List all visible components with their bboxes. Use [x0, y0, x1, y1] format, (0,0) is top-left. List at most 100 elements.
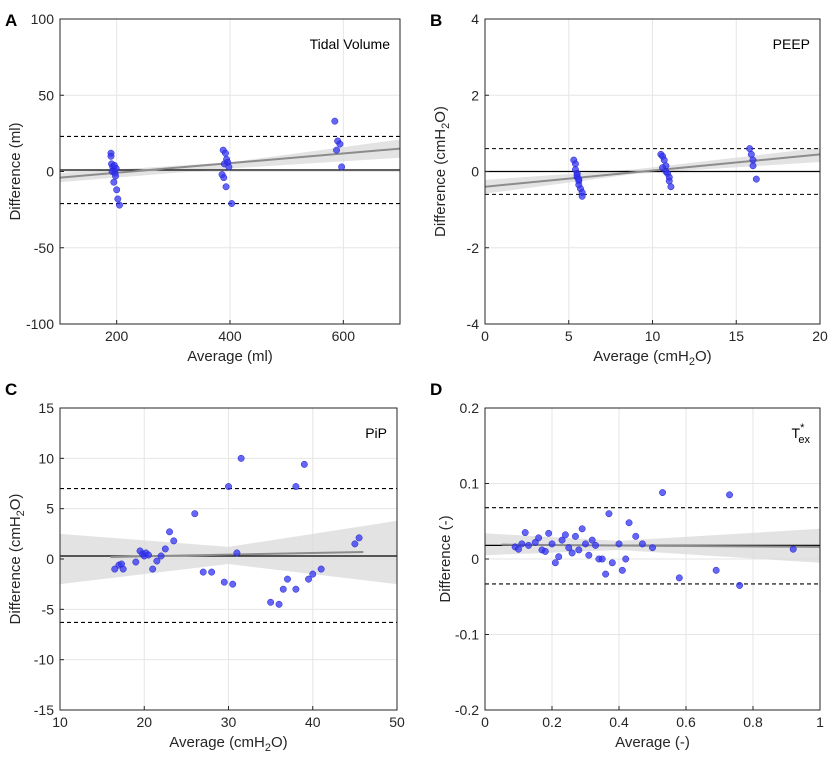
data-point	[225, 483, 232, 490]
data-point	[649, 544, 656, 552]
y-tick-label: 5	[46, 501, 54, 517]
confidence-band	[60, 139, 400, 183]
data-point	[220, 174, 228, 182]
data-point	[622, 555, 630, 563]
data-point	[275, 600, 283, 608]
panel-annotation: PEEP	[773, 36, 810, 52]
data-point	[145, 551, 152, 559]
x-tick-label: 15	[728, 328, 744, 344]
data-point	[153, 557, 161, 565]
data-point	[749, 162, 757, 170]
panel-letter: A	[5, 11, 17, 30]
x-tick-label: 10	[645, 328, 661, 344]
panel-b: 0 5 10 15 20 -4 -2 0 2 4 Average (cmH2O) Difference…	[430, 11, 828, 368]
x-tick-label: 5	[565, 328, 573, 344]
plot-content	[485, 489, 820, 589]
y-axis-label: Difference (ml)	[7, 122, 24, 220]
y-tick-label: 0.2	[460, 400, 480, 416]
data-point	[112, 172, 119, 180]
data-point	[292, 585, 300, 593]
data-point	[170, 537, 178, 545]
y-tick-label: 0	[46, 164, 54, 180]
x-tick-label: 30	[221, 714, 237, 730]
y-tick-label: 0.1	[460, 476, 480, 492]
data-point	[575, 175, 583, 183]
y-axis-label-suffix: O)	[7, 494, 24, 511]
data-point	[602, 570, 610, 578]
data-point	[222, 183, 230, 191]
y-tick-label: 0	[471, 551, 479, 567]
data-point	[545, 529, 553, 537]
x-axis-label-subscript: 2	[689, 356, 695, 368]
panel-annotation: Tidal Volume	[310, 36, 391, 52]
data-point	[300, 460, 308, 468]
data-point	[665, 177, 673, 185]
data-point	[292, 483, 300, 490]
data-point	[558, 536, 566, 544]
data-point	[736, 581, 744, 589]
data-point	[618, 566, 626, 574]
data-point	[222, 149, 229, 157]
data-point	[161, 545, 169, 553]
x-tick-label: 20	[812, 328, 828, 344]
panel-letter: B	[430, 11, 442, 30]
data-point	[585, 551, 593, 559]
data-point	[752, 175, 760, 183]
y-tick-label: 10	[38, 450, 54, 466]
plot-content	[60, 117, 400, 209]
y-tick-label: -4	[467, 316, 480, 332]
data-point	[588, 536, 596, 544]
y-tick-label: 100	[31, 11, 55, 27]
data-point	[667, 183, 675, 191]
data-point	[541, 548, 549, 555]
data-point	[578, 192, 586, 200]
data-point	[279, 585, 287, 593]
data-point	[309, 570, 317, 578]
data-point	[726, 491, 733, 499]
data-point	[555, 553, 563, 561]
data-point	[267, 598, 275, 606]
data-point	[518, 540, 526, 548]
y-axis-label-subscript: 2	[440, 123, 452, 129]
data-point	[199, 568, 207, 576]
plot-content	[60, 454, 397, 623]
data-point	[331, 117, 339, 125]
x-tick-label: 0.2	[542, 714, 562, 730]
x-tick-label: 0.8	[743, 714, 763, 730]
x-tick-label: 50	[389, 714, 405, 730]
data-point	[582, 540, 589, 548]
data-point	[712, 566, 720, 574]
data-point	[317, 565, 325, 573]
data-point	[220, 578, 228, 586]
x-axis-label: Average (cmH2O)	[593, 348, 711, 368]
data-point	[746, 145, 754, 153]
data-point	[578, 525, 586, 533]
x-axis-label: Average (ml)	[187, 348, 273, 365]
data-point	[191, 510, 199, 518]
data-point	[228, 200, 236, 207]
x-axis-label: Average (-)	[615, 734, 690, 751]
data-point	[208, 568, 216, 576]
data-point	[575, 546, 583, 554]
data-point	[639, 540, 646, 548]
data-point	[132, 558, 140, 566]
y-tick-label: 4	[471, 11, 479, 27]
data-point	[749, 156, 757, 164]
x-tick-label: 0.6	[676, 714, 696, 730]
y-tick-label: -10	[34, 652, 54, 668]
regression-line	[485, 153, 820, 188]
data-point	[747, 150, 755, 158]
data-point	[110, 161, 118, 169]
data-point	[149, 565, 157, 573]
data-point	[572, 532, 579, 540]
data-point	[225, 163, 233, 171]
y-axis-label: Difference (-)	[437, 515, 454, 602]
panel-letter: C	[5, 380, 17, 399]
data-point	[659, 164, 666, 172]
data-point	[521, 529, 529, 537]
panel-d: 0 0.2 0.4 0.6 0.8 1 -0.2 -0.1 0 0.1 0.2 Average (-)…	[430, 380, 824, 751]
data-point	[548, 540, 556, 548]
y-tick-label: -2	[467, 240, 480, 256]
data-point	[107, 152, 115, 160]
panel-annotation: T* ex	[792, 422, 811, 446]
